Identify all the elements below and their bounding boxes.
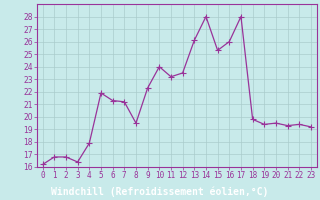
Text: Windchill (Refroidissement éolien,°C): Windchill (Refroidissement éolien,°C) — [51, 186, 269, 197]
